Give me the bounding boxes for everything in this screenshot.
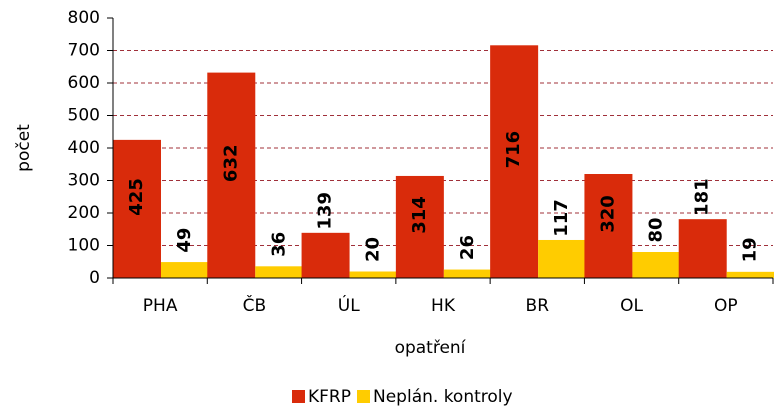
bar <box>726 271 774 278</box>
value-label: 139 <box>315 192 336 230</box>
value-label: 320 <box>597 195 618 233</box>
x-tick-label: PHA <box>143 296 178 316</box>
value-label: 19 <box>740 237 761 262</box>
legend-swatch <box>357 390 370 403</box>
value-label: 425 <box>126 178 147 216</box>
y-axis-label: počet <box>14 124 34 172</box>
y-tick-label: 800 <box>68 8 100 28</box>
value-label: 314 <box>409 196 430 234</box>
value-label: 80 <box>645 217 666 242</box>
value-label: 117 <box>551 199 572 237</box>
x-tick-label: ÚL <box>338 294 360 316</box>
x-tick-label: ČB <box>243 294 267 316</box>
y-tick-label: 300 <box>68 171 100 191</box>
legend-label: Neplán. kontroly <box>373 387 513 407</box>
y-tick-label: 400 <box>68 138 100 158</box>
bar <box>113 139 161 278</box>
y-tick-label: 0 <box>89 268 100 288</box>
bar <box>490 45 539 278</box>
value-label: 20 <box>363 237 384 262</box>
y-tick-label: 600 <box>68 73 100 93</box>
bar <box>632 252 681 278</box>
value-label: 26 <box>457 235 478 260</box>
x-tick-label: OP <box>714 296 738 316</box>
bar <box>584 174 633 278</box>
bar <box>538 239 587 278</box>
bar <box>207 72 256 278</box>
value-label: 716 <box>503 131 524 169</box>
legend-label: KFRP <box>308 387 351 407</box>
value-label: 181 <box>692 178 713 216</box>
legend-swatch <box>292 390 305 403</box>
bar <box>443 269 492 278</box>
x-tick-label: HK <box>431 296 456 316</box>
x-axis-label: opatření <box>395 338 467 358</box>
value-label: 49 <box>174 228 195 253</box>
x-tick-label: OL <box>620 296 643 316</box>
value-label: 36 <box>268 232 289 257</box>
y-tick-label: 500 <box>68 106 100 126</box>
y-tick-label: 700 <box>68 41 100 61</box>
bar <box>395 175 444 278</box>
bar <box>678 219 727 278</box>
x-tick-label: BR <box>526 296 550 316</box>
bar <box>349 271 398 278</box>
y-tick-label: 200 <box>68 203 100 223</box>
y-tick-label: 100 <box>68 236 100 256</box>
bar <box>301 232 350 278</box>
value-label: 632 <box>220 145 241 183</box>
bar <box>255 266 304 278</box>
bar <box>161 262 209 278</box>
